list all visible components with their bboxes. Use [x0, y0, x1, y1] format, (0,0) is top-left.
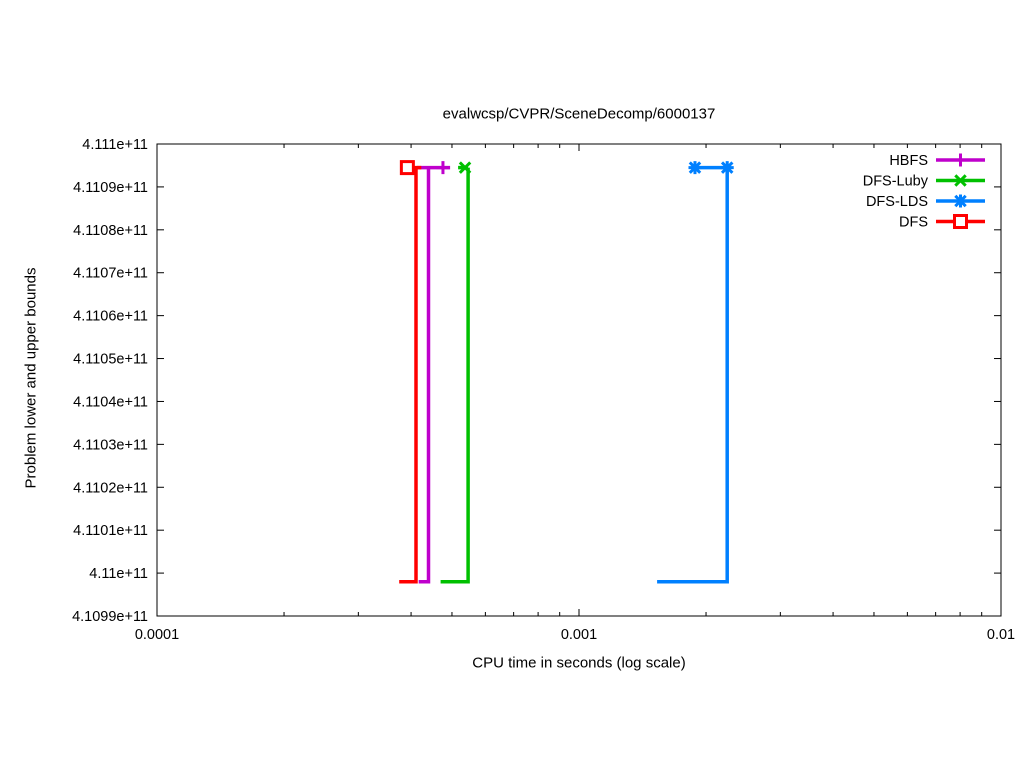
y-tick-label: 4.1103e+11: [73, 437, 148, 453]
y-tick-label: 4.1104e+11: [73, 394, 148, 410]
y-tick-label: 4.11e+11: [89, 566, 148, 582]
x-tick-label: 0.001: [561, 627, 597, 643]
series-marker-DFS-Luby: [458, 161, 472, 174]
series-line-DFS: [399, 167, 418, 584]
chart-title: evalwcsp/CVPR/SceneDecomp/6000137: [442, 105, 716, 123]
legend-marker-DFS-Luby: [954, 174, 967, 187]
y-tick-label: 4.111e+11: [82, 137, 148, 153]
x-axis-label: CPU time in seconds (log scale): [472, 654, 686, 672]
y-tick-label: 4.1107e+11: [73, 266, 148, 282]
series-marker-DFS-LDS: [688, 161, 702, 175]
y-tick-label: 4.1109e+11: [73, 180, 148, 196]
series-marker-HBFS: [436, 161, 450, 175]
y-tick-label: 4.1106e+11: [73, 309, 148, 325]
x-tick-label: 0.0001: [135, 627, 179, 643]
x-tick-label: 0.01: [987, 627, 1015, 643]
series-line-DFS-LDS: [657, 167, 729, 584]
series-marker-DFS: [399, 160, 415, 176]
y-axis-label: Problem lower and upper bounds: [22, 267, 40, 489]
plot-border: [156, 143, 1002, 617]
legend-marker-DFS-LDS: [954, 194, 967, 208]
y-tick-label: 4.1105e+11: [73, 352, 148, 368]
y-tick-label: 4.1099e+11: [72, 609, 148, 625]
legend-label-DFS-Luby: DFS-Luby: [863, 174, 929, 190]
y-tick-label: 4.1101e+11: [73, 523, 148, 539]
series-marker-DFS-LDS: [720, 161, 734, 175]
y-tick-label: 4.1102e+11: [73, 480, 148, 496]
legend-marker-DFS: [953, 214, 968, 229]
legend-label-HBFS: HBFS: [889, 153, 928, 169]
legend-marker-HBFS: [954, 153, 967, 167]
series-line-HBFS: [418, 167, 431, 584]
legend-label-DFS: DFS: [899, 215, 928, 231]
y-tick-label: 4.1108e+11: [73, 223, 148, 239]
legend-label-DFS-LDS: DFS-LDS: [866, 194, 928, 210]
series-line-DFS-Luby: [440, 167, 470, 584]
